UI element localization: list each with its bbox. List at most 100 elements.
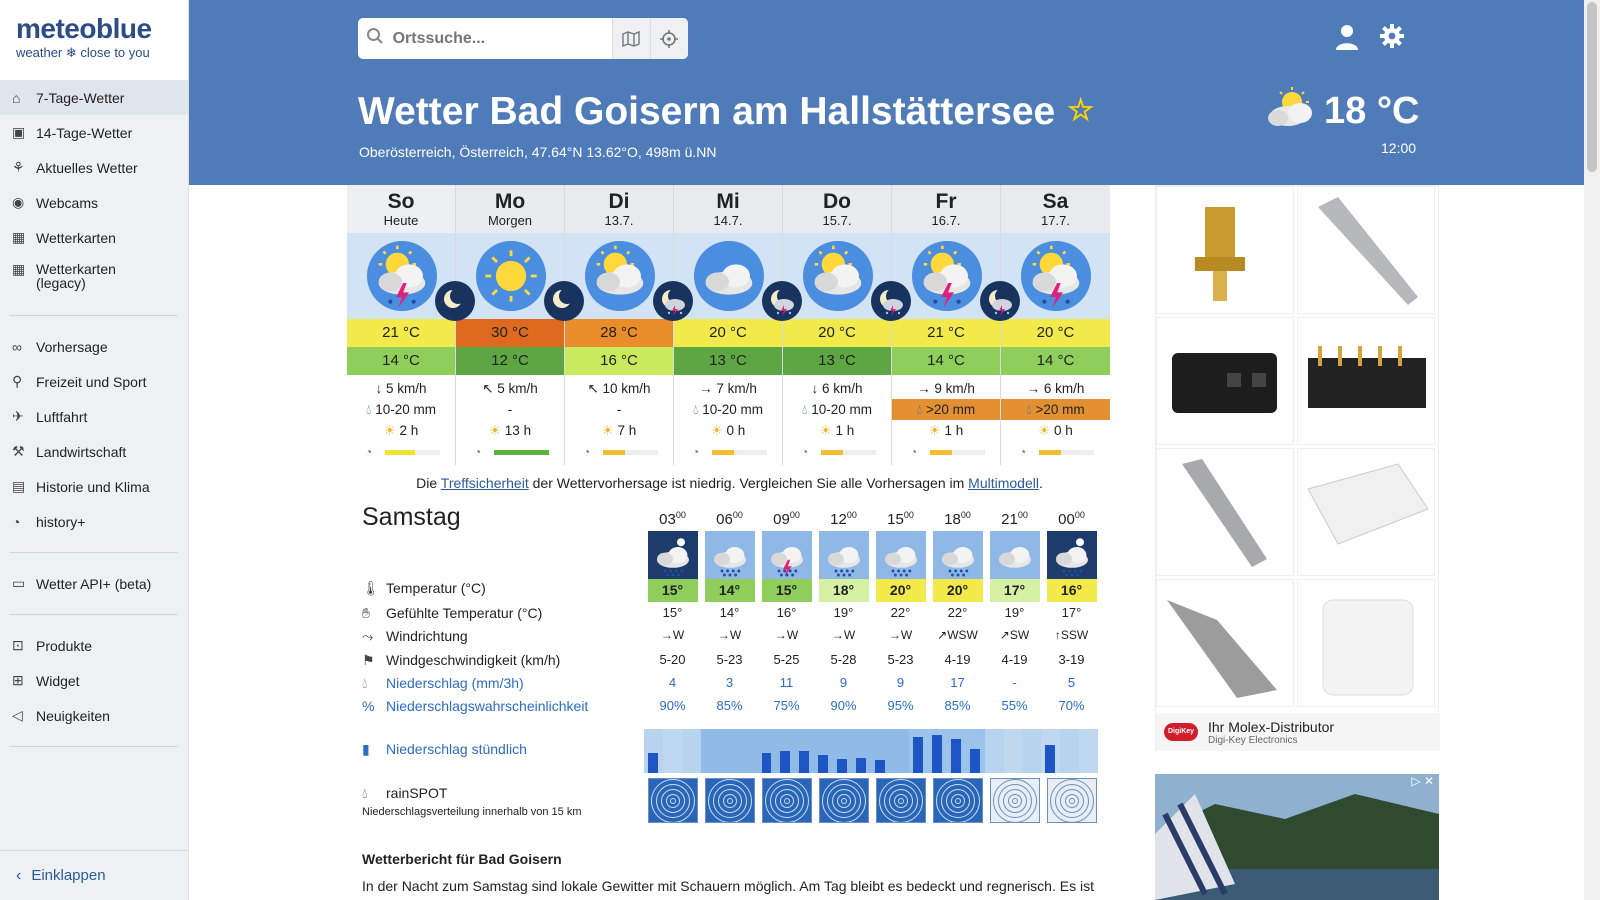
sidebar-item-history-plus[interactable]: ◔ history+ — [0, 504, 188, 539]
day-sunshine: ☀ 1 h — [892, 420, 1000, 441]
page-scrollbar[interactable] — [1584, 0, 1600, 900]
accuracy-link[interactable]: Treffsicherheit — [440, 475, 529, 491]
current-temperature: 18 °C — [1324, 90, 1420, 132]
day-max-temp: 28 °C — [565, 319, 673, 347]
settings-button[interactable] — [1380, 24, 1404, 55]
advertisement[interactable]: ▷ ✕ DigiKey Ihr Molex-Distributor Digi-K… — [1155, 185, 1440, 751]
sidebar-item-airplane[interactable]: ✈ Luftfahrt — [0, 399, 188, 434]
precip-amount: 4 — [668, 675, 677, 690]
day-max-temp: 21 °C — [347, 319, 455, 347]
row-label-rainspot: 💧︎ rainSPOT — [362, 785, 447, 802]
sidebar-item-binoculars[interactable]: ∞ Vorhersage — [0, 329, 188, 364]
current-weather-icon — [1268, 87, 1312, 126]
sidebar-item-megaphone[interactable]: ◁ Neuigkeiten — [0, 698, 188, 733]
ad-product-image[interactable] — [1156, 317, 1294, 445]
day-column[interactable]: So Heute 21 °C 14 °C ↓ 5 km/h 💧︎ 10-20 mm ☀ 2 … — [347, 185, 456, 465]
ad-product-image[interactable] — [1156, 579, 1294, 707]
day-column[interactable]: Mi 14.7. 20 °C 13 °C → 7 km/h 💧︎ 10-20 mm ☀ 0 … — [653, 185, 783, 465]
sun-icon: ☀ — [601, 423, 614, 438]
predictability-fill — [1039, 449, 1061, 455]
day-header: Mi 14.7. — [674, 185, 782, 233]
predictability-fill — [712, 449, 734, 455]
user-account-button[interactable] — [1335, 24, 1359, 57]
locate-me-button[interactable] — [649, 18, 689, 59]
scrollbar-thumb[interactable] — [1587, 2, 1597, 172]
day-column[interactable]: Do 15.7. 20 °C 13 °C ↓ 6 km/h 💧︎ 10-20 mm ☀ 1 … — [762, 185, 892, 465]
rainspot-ring — [940, 783, 975, 818]
day-column[interactable]: Fr 16.7. 21 °C 14 °C → 9 km/h 💧︎ >20 mm ☀ 1 h ◔ — [871, 185, 1001, 465]
wind-arrow-icon: ↖ — [482, 381, 494, 396]
wind-arrow-icon: ↗ — [999, 628, 1010, 642]
predictability-bar — [603, 449, 658, 455]
day-header: Sa 17.7. — [1001, 185, 1110, 233]
row-label-text: Niederschlag (mm/3h) — [386, 675, 524, 691]
hour-value: 15 — [887, 511, 904, 528]
ad-product-image[interactable] — [1297, 317, 1435, 445]
ad-product-image[interactable] — [1297, 448, 1435, 576]
day-wind-value: 7 km/h — [716, 381, 757, 396]
nav-divider — [10, 315, 178, 316]
day-name: Mo — [494, 190, 526, 213]
row-label-precipitation[interactable]: 💧︎ Niederschlag (mm/3h) — [362, 675, 524, 692]
ad-footer[interactable]: DigiKey Ihr Molex-Distributor Digi-Key E… — [1156, 713, 1440, 751]
rainspot-ring — [954, 797, 961, 804]
hour-minutes: 00 — [1074, 510, 1085, 520]
sidebar-item-hiking[interactable]: ⚲ Freizeit und Sport — [0, 364, 188, 399]
moon-night-icon — [435, 281, 475, 321]
day-min-temp: 14 °C — [892, 347, 1000, 375]
day-max-temp: 20 °C — [674, 319, 782, 347]
rainspot-cell — [815, 778, 872, 823]
search-icon[interactable] — [358, 27, 393, 50]
advertisement-banner[interactable]: ▷ ✕ — [1155, 774, 1439, 900]
map-search-button[interactable] — [611, 18, 650, 59]
search-input[interactable] — [392, 18, 612, 59]
favorite-star-icon[interactable]: ☆ — [1067, 94, 1095, 127]
day-date: 16.7. — [931, 213, 961, 228]
ad-product-image[interactable] — [1297, 579, 1435, 707]
ad-product-image[interactable] — [1297, 186, 1435, 314]
moon-night-icon — [544, 281, 584, 321]
sidebar-item-webcam[interactable]: ◉ Webcams — [0, 185, 188, 220]
collapse-sidebar-button[interactable]: ‹ Einklappen — [0, 850, 189, 900]
rainspot-ring — [1068, 797, 1075, 804]
wind-speed: 5-20 — [659, 652, 686, 667]
multimodel-link[interactable]: Multimodell — [968, 475, 1039, 491]
day-column[interactable]: Mo Morgen 30 °C 12 °C ↖ 5 km/h - ☀ 13 h ◔ — [435, 185, 565, 465]
day-wind-value: 5 km/h — [386, 381, 427, 396]
sidebar: meteoblue weather ❄ close to you ⌂ 7-Tage… — [0, 0, 189, 900]
sidebar-item-home[interactable]: ⌂ 7-Tage-Wetter — [0, 80, 188, 115]
ad-brand-logo: DigiKey — [1164, 723, 1198, 741]
day-precip-value: - — [616, 402, 622, 417]
rainspot-ring — [821, 779, 866, 822]
sidebar-item-cart[interactable]: ⊡ Produkte — [0, 628, 188, 663]
day-column[interactable]: Sa 17.7. 20 °C 14 °C → 6 km/h 💧︎ >20 mm ☀ 0 h ◔ — [980, 185, 1110, 465]
ad-product-image[interactable] — [1156, 186, 1294, 314]
sidebar-item-widget[interactable]: ⊞ Widget — [0, 663, 188, 698]
moon-night-icon — [871, 281, 911, 321]
sidebar-item-history-chart[interactable]: ▤ Historie und Klima — [0, 469, 188, 504]
sidebar-item-map-legacy[interactable]: ▦ Wetterkarten (legacy) — [0, 255, 188, 302]
ad-close-icon[interactable]: ▷ ✕ — [1411, 774, 1434, 788]
day-predictability: ◔ — [1001, 441, 1110, 463]
sidebar-item-agriculture[interactable]: ⚒ Landwirtschaft — [0, 434, 188, 469]
logo[interactable]: meteoblue weather ❄ close to you — [0, 0, 188, 80]
drop-percent-icon: % — [362, 698, 375, 714]
hour-icon-cell: 14° — [701, 531, 758, 602]
day-column[interactable]: Di 13.7. 28 °C 16 °C ↖ 10 km/h - ☀ 7 h ◔ — [544, 185, 674, 465]
location-subtitle: Oberösterreich, Österreich, 47.64°N 13.6… — [359, 144, 717, 160]
webcam-icon: ◉ — [12, 194, 25, 210]
sidebar-item-current-weather[interactable]: ⚘ Aktuelles Wetter — [0, 150, 188, 185]
row-label-hourly-precipitation[interactable]: ▮ Niederschlag stündlich — [362, 741, 527, 758]
predictability-icon: ◔ — [474, 445, 482, 459]
sidebar-item-api[interactable]: ▭ Wetter API+ (beta) — [0, 566, 188, 601]
sidebar-item-calendar-14[interactable]: ▣ 14-Tage-Wetter — [0, 115, 188, 150]
hour-icon-cell: 15° — [644, 531, 701, 602]
sidebar-item-map[interactable]: ▦ Wetterkarten — [0, 220, 188, 255]
rainspot-ring — [726, 797, 733, 804]
ad-product-image[interactable] — [1156, 448, 1294, 576]
row-label-precipitation-probability[interactable]: % Niederschlagswahrscheinlichkeit — [362, 698, 588, 714]
collapse-label: Einklappen — [31, 867, 106, 884]
wind-arrow-icon: ↗ — [937, 628, 948, 642]
rainspot-map — [761, 778, 812, 823]
rainspot-ring — [1002, 788, 1027, 813]
